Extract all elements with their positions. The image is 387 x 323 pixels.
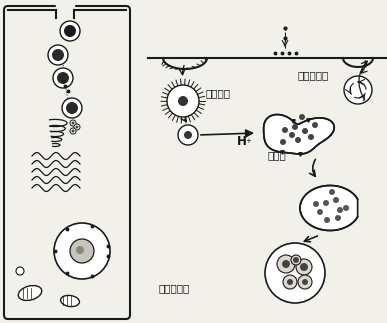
Circle shape [337,207,343,213]
Circle shape [70,239,94,263]
Circle shape [54,223,110,279]
Ellipse shape [60,296,79,307]
FancyBboxPatch shape [4,6,130,319]
Circle shape [60,21,80,41]
Circle shape [280,139,286,145]
Circle shape [72,130,75,132]
Circle shape [308,134,314,140]
Circle shape [287,279,293,285]
Circle shape [329,189,335,195]
Circle shape [282,260,290,268]
Ellipse shape [18,286,42,300]
Circle shape [295,137,301,143]
Circle shape [167,85,199,117]
Circle shape [76,246,84,254]
Circle shape [178,125,198,145]
Text: 再循环囊泡: 再循环囊泡 [297,70,328,80]
Circle shape [277,255,295,273]
Circle shape [324,217,330,223]
Circle shape [298,275,312,289]
Circle shape [57,72,69,84]
Circle shape [292,124,298,130]
Text: 次级溶酶体: 次级溶酶体 [158,283,189,293]
Circle shape [66,102,78,114]
Circle shape [299,114,305,120]
Circle shape [184,131,192,139]
Circle shape [16,267,24,275]
Text: 吞饮小泡: 吞饮小泡 [205,88,230,98]
Circle shape [293,257,299,263]
Circle shape [300,263,308,271]
Circle shape [70,120,76,126]
Circle shape [64,25,76,37]
Circle shape [317,209,323,215]
Circle shape [302,128,308,134]
Circle shape [335,215,341,221]
Circle shape [323,200,329,206]
Text: 胞内体: 胞内体 [268,150,287,160]
Text: H: H [237,134,247,148]
Circle shape [72,121,75,124]
Circle shape [343,205,349,211]
Text: +: + [245,138,251,144]
Circle shape [291,255,301,265]
Circle shape [62,98,82,118]
Circle shape [74,124,80,130]
Circle shape [70,128,76,134]
Circle shape [53,68,73,88]
Circle shape [313,201,319,207]
Circle shape [265,243,325,303]
Circle shape [283,275,297,289]
Circle shape [302,279,308,285]
Circle shape [312,122,318,128]
Polygon shape [264,115,334,154]
Circle shape [296,259,312,275]
Circle shape [333,197,339,203]
Polygon shape [300,185,358,231]
Circle shape [52,49,64,61]
Circle shape [75,126,79,129]
Circle shape [344,76,372,104]
Circle shape [178,96,188,106]
Circle shape [48,45,68,65]
Circle shape [282,127,288,133]
Circle shape [289,132,295,138]
